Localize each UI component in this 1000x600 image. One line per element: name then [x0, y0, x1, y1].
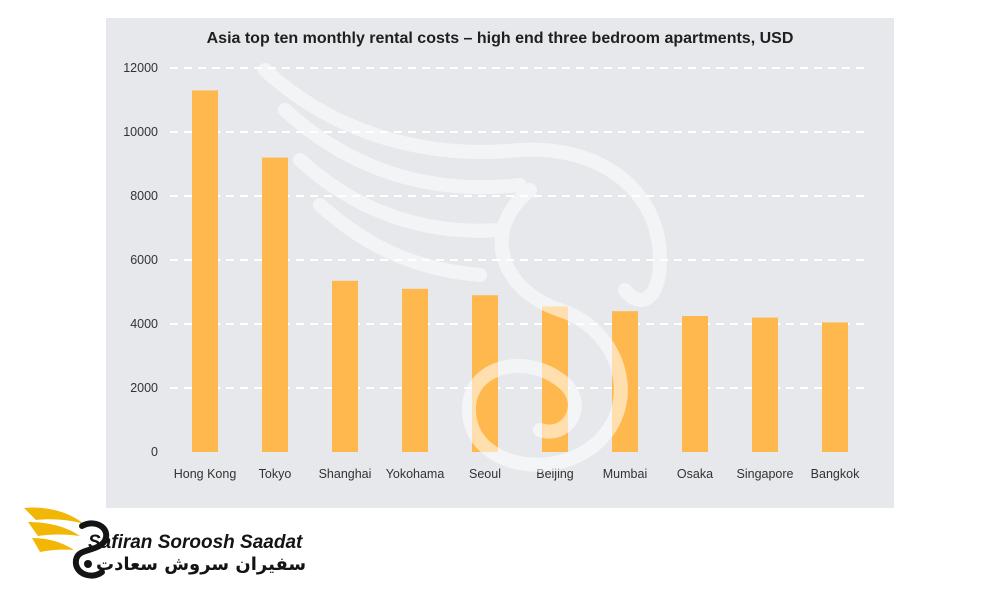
y-tick-label: 4000 — [130, 317, 158, 331]
logo-name-en: Safiran Soroosh Saadat — [88, 532, 303, 553]
chart-title: Asia top ten monthly rental costs – high… — [106, 30, 894, 48]
chart-title-main: Asia top ten monthly rental costs — [206, 30, 460, 47]
bar-osaka — [682, 316, 708, 452]
x-tick-label: Mumbai — [603, 467, 647, 481]
bars — [192, 90, 848, 453]
bar-tokyo — [262, 157, 288, 452]
bar-hong-kong — [192, 90, 218, 453]
bar-bangkok — [822, 322, 848, 452]
y-tick-label: 12000 — [123, 61, 158, 75]
x-tick-label: Osaka — [677, 467, 713, 481]
wing-swan-icon — [24, 507, 110, 579]
bar-singapore — [752, 317, 778, 452]
bar-yokohama — [402, 288, 428, 452]
x-tick-label: Tokyo — [259, 467, 292, 481]
swan-watermark-icon — [258, 63, 668, 472]
y-axis-ticks: 0 2000 4000 6000 8000 10000 12000 — [123, 61, 158, 459]
y-tick-label: 2000 — [130, 381, 158, 395]
y-tick-label: 8000 — [130, 189, 158, 203]
x-tick-label: Yokohama — [386, 467, 445, 481]
bar-shanghai — [332, 280, 358, 452]
y-tick-label: 10000 — [123, 125, 158, 139]
x-tick-label: Singapore — [737, 467, 794, 481]
y-tick-label: 0 — [151, 445, 158, 459]
chart-subtitle: – high end three bedroom apartments, USD — [459, 30, 794, 47]
x-tick-label: Bangkok — [811, 467, 860, 481]
x-tick-label: Hong Kong — [174, 467, 237, 481]
x-tick-label: Shanghai — [319, 467, 372, 481]
y-tick-label: 6000 — [130, 253, 158, 267]
logo-name-fa: سفیران سروش سعادت — [96, 554, 307, 575]
x-tick-label: Seoul — [469, 467, 501, 481]
x-axis-ticks: Hong Kong Tokyo Shanghai Yokohama Seoul Beiji… — [174, 467, 860, 481]
